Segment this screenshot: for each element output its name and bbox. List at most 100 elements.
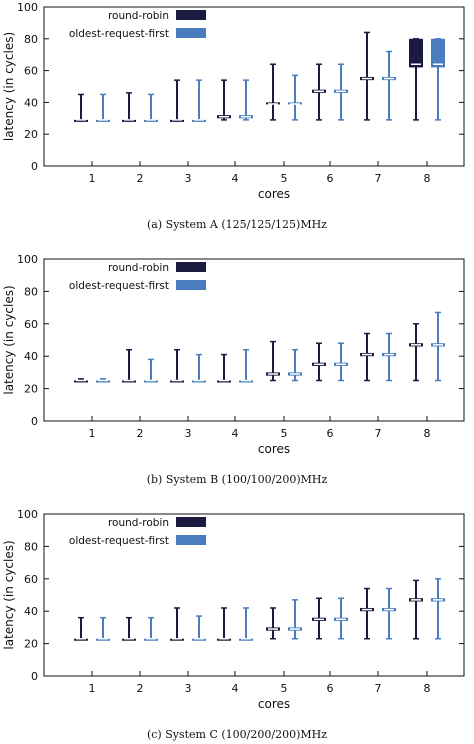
orf-box-core-4 — [239, 79, 253, 121]
orf-box-core-2 — [144, 93, 158, 122]
x-tick-label: 5 — [281, 172, 288, 185]
rr-box-core-4 — [217, 79, 231, 121]
iqr-box — [122, 380, 136, 383]
rr-box-core-5 — [266, 63, 280, 121]
x-tick-label: 8 — [424, 427, 431, 440]
x-axis-label: cores — [258, 187, 290, 201]
rr-box-core-6 — [312, 63, 326, 121]
plot-frame — [43, 258, 465, 422]
rr-box-core-5 — [266, 607, 280, 640]
orf-box-core-7 — [382, 332, 396, 382]
rr-box-core-8 — [409, 579, 423, 640]
y-tick-label: 60 — [24, 65, 38, 78]
y-axis-label: latency (in cycles) — [2, 540, 16, 649]
rr-box-core-6 — [312, 597, 326, 640]
orf-box-core-6 — [334, 63, 348, 121]
y-tick-label: 0 — [31, 670, 38, 683]
x-tick-label: 6 — [327, 172, 334, 185]
x-tick-label: 4 — [232, 682, 239, 695]
x-axis-label: cores — [258, 442, 290, 456]
iqr-box — [170, 119, 184, 122]
orf-box-core-8 — [431, 38, 445, 121]
iqr-box — [144, 119, 158, 122]
rr-box-core-7 — [360, 587, 374, 640]
iqr-box — [239, 380, 253, 383]
rr-box-core-4 — [217, 353, 231, 383]
iqr-box — [239, 638, 253, 641]
x-tick-label: 1 — [89, 682, 96, 695]
y-tick-label: 100 — [17, 253, 38, 266]
legend-swatch-oldest-request-first — [176, 280, 206, 290]
rr-box-core-5 — [266, 340, 280, 382]
rr-box-core-8 — [409, 38, 423, 121]
x-tick-label: 2 — [137, 172, 144, 185]
iqr-box — [96, 119, 110, 122]
x-tick-label: 7 — [375, 172, 382, 185]
x-tick-label: 7 — [375, 427, 382, 440]
y-tick-label: 40 — [24, 350, 38, 363]
rr-box-core-7 — [360, 31, 374, 121]
orf-box-core-3 — [192, 79, 206, 122]
iqr-box — [144, 380, 158, 383]
y-tick-label: 60 — [24, 573, 38, 586]
legend: round-robin oldest-request-first — [69, 10, 206, 40]
y-tick-label: 20 — [24, 638, 38, 651]
legend-swatch-oldest-request-first — [176, 28, 206, 38]
orf-box-core-7 — [382, 50, 396, 121]
rr-box-core-1 — [74, 378, 88, 383]
legend-label-round-robin: round-robin — [108, 517, 169, 529]
x-tick-label: 2 — [137, 427, 144, 440]
iqr-box — [122, 638, 136, 641]
y-tick-label: 0 — [31, 160, 38, 173]
iqr-box — [192, 380, 206, 383]
iqr-box — [74, 638, 88, 641]
iqr-box — [409, 38, 423, 68]
legend: round-robin oldest-request-first — [69, 262, 206, 292]
legend-label-oldest-request-first: oldest-request-first — [69, 28, 169, 40]
rr-box-core-3 — [170, 607, 184, 641]
chart-panel-1: 0 20 40 60 80 100 1 2 3 4 5 6 7 8 cores latency (in cyc… — [2, 1, 465, 231]
rr-box-core-2 — [122, 348, 136, 383]
iqr-box — [74, 119, 88, 122]
orf-box-core-2 — [144, 616, 158, 641]
x-tick-label: 3 — [185, 427, 192, 440]
orf-box-core-1 — [96, 93, 110, 122]
legend-swatch-round-robin — [176, 262, 206, 272]
y-tick-label: 40 — [24, 605, 38, 618]
iqr-box — [192, 638, 206, 641]
orf-box-core-4 — [239, 607, 253, 641]
panel-caption: (c) System C (100/200/200)MHz — [147, 728, 327, 741]
legend-swatch-oldest-request-first — [176, 535, 206, 545]
orf-box-core-7 — [382, 587, 396, 640]
x-tick-label: 8 — [424, 682, 431, 695]
y-tick-label: 0 — [31, 415, 38, 428]
iqr-box — [96, 638, 110, 641]
chart-panel-3: 0 20 40 60 80 100 1 2 3 4 5 6 7 8 cores latency (in cyc… — [2, 508, 465, 741]
legend-label-oldest-request-first: oldest-request-first — [69, 535, 169, 547]
rr-box-core-7 — [360, 332, 374, 382]
x-tick-label: 3 — [185, 682, 192, 695]
legend-swatch-round-robin — [176, 10, 206, 20]
y-tick-label: 20 — [24, 383, 38, 396]
iqr-box — [170, 380, 184, 383]
legend: round-robin oldest-request-first — [69, 517, 206, 547]
y-tick-label: 100 — [17, 508, 38, 521]
x-tick-label: 1 — [89, 172, 96, 185]
orf-box-core-3 — [192, 353, 206, 383]
iqr-box — [96, 380, 110, 383]
y-tick-label: 80 — [24, 33, 38, 46]
x-tick-label: 5 — [281, 682, 288, 695]
iqr-box — [217, 380, 231, 383]
orf-box-core-1 — [96, 616, 110, 641]
orf-box-core-1 — [96, 378, 110, 383]
panel-caption: (b) System B (100/100/200)MHz — [147, 473, 328, 486]
iqr-box — [170, 638, 184, 641]
rr-box-core-1 — [74, 93, 88, 122]
x-tick-label: 5 — [281, 427, 288, 440]
orf-box-core-8 — [431, 578, 445, 640]
iqr-box — [144, 638, 158, 641]
orf-box-core-5 — [288, 599, 302, 640]
iqr-box — [192, 119, 206, 122]
x-tick-label: 1 — [89, 427, 96, 440]
rr-box-core-2 — [122, 616, 136, 641]
